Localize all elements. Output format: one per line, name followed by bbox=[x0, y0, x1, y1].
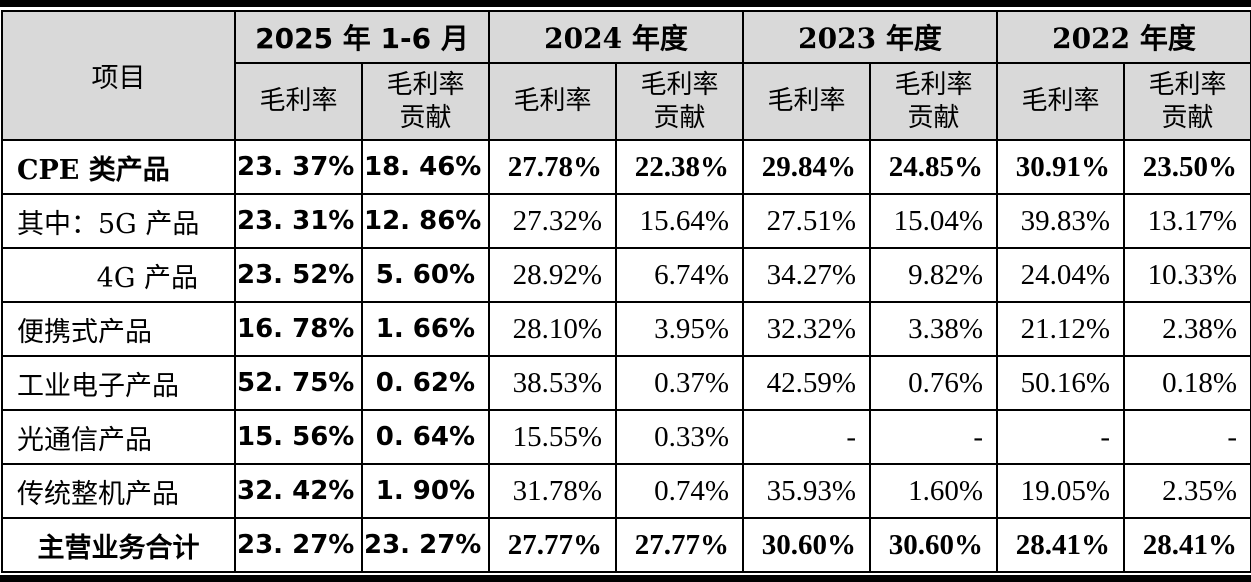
value-cell: 1. 66% bbox=[360, 301, 491, 357]
subheader-contribution-2022: 毛利率 贡献 bbox=[1123, 62, 1251, 141]
value-cell: 9.82% bbox=[869, 247, 999, 303]
row-label: 传统整机产品 bbox=[1, 463, 236, 519]
value-cell: 23. 37% bbox=[234, 139, 363, 195]
row-label: 主营业务合计 bbox=[1, 517, 236, 573]
value-cell: 28.41% bbox=[996, 517, 1126, 573]
row-label: 4G 产品 bbox=[1, 247, 236, 303]
value-cell: 52. 75% bbox=[234, 355, 363, 411]
value-cell: 38.53% bbox=[488, 355, 618, 411]
row-label: CPE 类产品 bbox=[1, 139, 236, 195]
value-cell: 2.35% bbox=[1123, 463, 1251, 519]
value-cell: 0.18% bbox=[1123, 355, 1251, 411]
value-cell: 21.12% bbox=[996, 301, 1126, 357]
value-cell: 19.05% bbox=[996, 463, 1126, 519]
value-cell: 23. 31% bbox=[234, 193, 363, 249]
value-cell: 28.92% bbox=[488, 247, 618, 303]
subheader-contribution-2023: 毛利率 贡献 bbox=[869, 62, 999, 141]
header-period-2024: 2024 年度 bbox=[488, 10, 745, 64]
value-cell: 6.74% bbox=[615, 247, 745, 303]
subheader-margin-2025h1: 毛利率 bbox=[234, 62, 363, 141]
value-cell: 0.37% bbox=[615, 355, 745, 411]
value-cell: 0.74% bbox=[615, 463, 745, 519]
value-cell: 27.77% bbox=[615, 517, 745, 573]
row-label: 工业电子产品 bbox=[1, 355, 236, 411]
table-row-5g: 其中：5G 产品 23. 31% 12. 86% 27.32% 15.64% 2… bbox=[1, 193, 1251, 249]
value-cell: - bbox=[742, 409, 872, 465]
value-cell: 28.41% bbox=[1123, 517, 1251, 573]
table-row-total: 主营业务合计 23. 27% 23. 27% 27.77% 27.77% 30.… bbox=[1, 517, 1251, 573]
value-cell: 15. 56% bbox=[234, 409, 363, 465]
row-label: 便携式产品 bbox=[1, 301, 236, 357]
value-cell: 50.16% bbox=[996, 355, 1126, 411]
value-cell: 28.10% bbox=[488, 301, 618, 357]
header-item-label: 项目 bbox=[1, 10, 236, 141]
value-cell: 30.60% bbox=[742, 517, 872, 573]
value-cell: 27.32% bbox=[488, 193, 618, 249]
value-cell: 27.51% bbox=[742, 193, 872, 249]
gross-margin-table: 项目 2025 年 1-6 月 2024 年度 2023 年度 2022 年度 … bbox=[1, 10, 1251, 573]
value-cell: 35.93% bbox=[742, 463, 872, 519]
value-cell: 27.78% bbox=[488, 139, 618, 195]
subheader-margin-2023: 毛利率 bbox=[742, 62, 872, 141]
value-cell: 2.38% bbox=[1123, 301, 1251, 357]
value-cell: 0.33% bbox=[615, 409, 745, 465]
value-cell: 30.60% bbox=[869, 517, 999, 573]
value-cell: 1.60% bbox=[869, 463, 999, 519]
table-row-optical: 光通信产品 15. 56% 0. 64% 15.55% 0.33% - - - … bbox=[1, 409, 1251, 465]
table-row-portable: 便携式产品 16. 78% 1. 66% 28.10% 3.95% 32.32%… bbox=[1, 301, 1251, 357]
value-cell: - bbox=[996, 409, 1126, 465]
value-cell: 39.83% bbox=[996, 193, 1126, 249]
value-cell: 23.50% bbox=[1123, 139, 1251, 195]
value-cell: 34.27% bbox=[742, 247, 872, 303]
header-period-2023: 2023 年度 bbox=[742, 10, 999, 64]
value-cell: 3.38% bbox=[869, 301, 999, 357]
value-cell: 30.91% bbox=[996, 139, 1126, 195]
value-cell: 12. 86% bbox=[360, 193, 491, 249]
table-row-traditional: 传统整机产品 32. 42% 1. 90% 31.78% 0.74% 35.93… bbox=[1, 463, 1251, 519]
value-cell: 15.55% bbox=[488, 409, 618, 465]
value-cell: 27.77% bbox=[488, 517, 618, 573]
value-cell: 24.85% bbox=[869, 139, 999, 195]
header-period-2025h1: 2025 年 1-6 月 bbox=[233, 10, 491, 64]
value-cell: 16. 78% bbox=[234, 301, 363, 357]
subheader-margin-2024: 毛利率 bbox=[488, 62, 618, 141]
value-cell: 0. 64% bbox=[360, 409, 491, 465]
row-label: 其中：5G 产品 bbox=[1, 193, 236, 249]
value-cell: 13.17% bbox=[1123, 193, 1251, 249]
value-cell: 29.84% bbox=[742, 139, 872, 195]
value-cell: 23. 52% bbox=[234, 247, 363, 303]
value-cell: 23. 27% bbox=[360, 517, 491, 573]
subheader-contribution-2025h1: 毛利率 贡献 bbox=[360, 62, 491, 141]
value-cell: 24.04% bbox=[996, 247, 1126, 303]
value-cell: 15.04% bbox=[869, 193, 999, 249]
value-cell: - bbox=[1123, 409, 1251, 465]
value-cell: 32.32% bbox=[742, 301, 872, 357]
table-row-industrial: 工业电子产品 52. 75% 0. 62% 38.53% 0.37% 42.59… bbox=[1, 355, 1251, 411]
row-label: 光通信产品 bbox=[1, 409, 236, 465]
value-cell: 0. 62% bbox=[360, 355, 491, 411]
value-cell: 32. 42% bbox=[234, 463, 363, 519]
table-row-4g: 4G 产品 23. 52% 5. 60% 28.92% 6.74% 34.27%… bbox=[1, 247, 1251, 303]
value-cell: 23. 27% bbox=[234, 517, 363, 573]
value-cell: 18. 46% bbox=[360, 139, 491, 195]
value-cell: 42.59% bbox=[742, 355, 872, 411]
value-cell: 5. 60% bbox=[360, 247, 491, 303]
value-cell: - bbox=[869, 409, 999, 465]
subheader-contribution-2024: 毛利率 贡献 bbox=[615, 62, 745, 141]
value-cell: 3.95% bbox=[615, 301, 745, 357]
value-cell: 10.33% bbox=[1123, 247, 1251, 303]
table-row-cpe: CPE 类产品 23. 37% 18. 46% 27.78% 22.38% 29… bbox=[1, 139, 1251, 195]
value-cell: 31.78% bbox=[488, 463, 618, 519]
value-cell: 1. 90% bbox=[360, 463, 491, 519]
value-cell: 22.38% bbox=[615, 139, 745, 195]
value-cell: 15.64% bbox=[615, 193, 745, 249]
value-cell: 0.76% bbox=[869, 355, 999, 411]
subheader-margin-2022: 毛利率 bbox=[996, 62, 1126, 141]
header-period-2022: 2022 年度 bbox=[996, 10, 1251, 64]
